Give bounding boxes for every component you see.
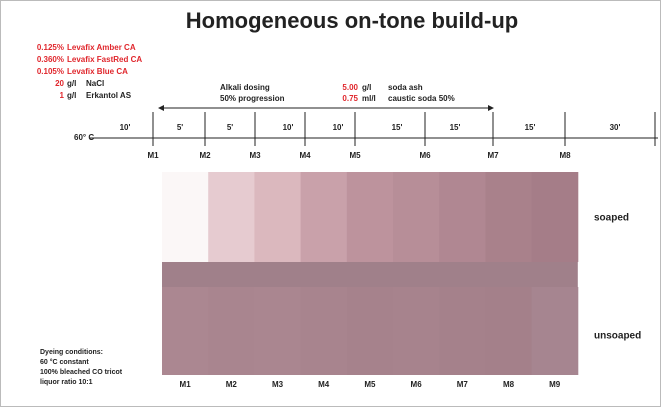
diagram: Homogeneous on-tone build-up 0.125%Levaf… <box>0 0 661 407</box>
condition: 60 °C constant <box>40 358 89 366</box>
alkali-label: Alkali dosing <box>220 83 270 92</box>
alkali-label: 50% progression <box>220 94 285 103</box>
dosing-name: caustic soda 50% <box>388 94 455 103</box>
interval: 15' <box>450 123 461 132</box>
column-label: M4 <box>318 380 330 389</box>
row-label: soaped <box>594 213 629 224</box>
recipe-name: Erkantol AS <box>86 91 132 100</box>
interval: 30' <box>610 123 621 132</box>
marker: M3 <box>249 151 261 160</box>
column-label: M8 <box>503 380 515 389</box>
swatch <box>532 287 579 375</box>
marker: M8 <box>559 151 571 160</box>
condition: 100% bleached CO tricot <box>40 369 123 376</box>
marker: M5 <box>349 151 361 160</box>
dosing-amount: 5.00 <box>342 83 358 92</box>
condition: Dyeing conditions: <box>40 349 103 356</box>
marker: M6 <box>419 151 431 160</box>
recipe-amount: 0.105% <box>37 67 64 76</box>
title: Homogeneous on-tone build-up <box>186 8 518 33</box>
interval: 5' <box>227 123 233 132</box>
swatch <box>532 172 579 262</box>
swatch <box>439 287 486 375</box>
marker: M2 <box>199 151 211 160</box>
marker: M1 <box>147 151 159 160</box>
recipe-name: NaCl <box>86 79 104 88</box>
swatch <box>301 287 348 375</box>
interval: 10' <box>283 123 294 132</box>
interval: 5' <box>177 123 183 132</box>
recipe-name: Levafix FastRed CA <box>67 55 142 64</box>
column-label: M2 <box>226 380 238 389</box>
dosing-amount: 0.75 <box>342 94 358 103</box>
swatch <box>393 172 440 262</box>
dosing-name: soda ash <box>388 83 423 92</box>
swatch <box>439 172 486 262</box>
interval: 10' <box>333 123 344 132</box>
interval: 10' <box>120 123 131 132</box>
column-label: M6 <box>411 380 423 389</box>
temperature: 60° C <box>74 133 94 142</box>
recipe-unit: g/l <box>67 91 76 100</box>
column-label: M1 <box>180 380 192 389</box>
swatch <box>162 172 209 262</box>
dosing-unit: g/l <box>362 83 371 92</box>
row-label: unsoaped <box>594 331 641 342</box>
swatch <box>393 287 440 375</box>
swatch <box>485 287 532 375</box>
interval: 15' <box>525 123 536 132</box>
recipe-name: Levafix Amber CA <box>67 43 136 52</box>
marker: M7 <box>487 151 499 160</box>
recipe-amount: 0.125% <box>37 43 64 52</box>
swatch <box>301 172 348 262</box>
interval: 15' <box>392 123 403 132</box>
band <box>162 262 578 287</box>
swatch <box>208 287 255 375</box>
recipe-amount: 0.360% <box>37 55 64 64</box>
column-label: M9 <box>549 380 561 389</box>
column-label: M3 <box>272 380 284 389</box>
recipe-amount: 20 <box>55 79 64 88</box>
swatch <box>162 287 209 375</box>
recipe-unit: g/l <box>67 79 76 88</box>
swatch <box>485 172 532 262</box>
column-label: M5 <box>364 380 376 389</box>
swatch <box>254 287 301 375</box>
recipe-amount: 1 <box>60 91 65 100</box>
condition: liquor ratio 10:1 <box>40 379 93 386</box>
marker: M4 <box>299 151 311 160</box>
swatch <box>347 172 394 262</box>
column-label: M7 <box>457 380 469 389</box>
swatch <box>208 172 255 262</box>
recipe-name: Levafix Blue CA <box>67 67 128 76</box>
swatch <box>254 172 301 262</box>
dosing-unit: ml/l <box>362 94 376 103</box>
swatch <box>347 287 394 375</box>
